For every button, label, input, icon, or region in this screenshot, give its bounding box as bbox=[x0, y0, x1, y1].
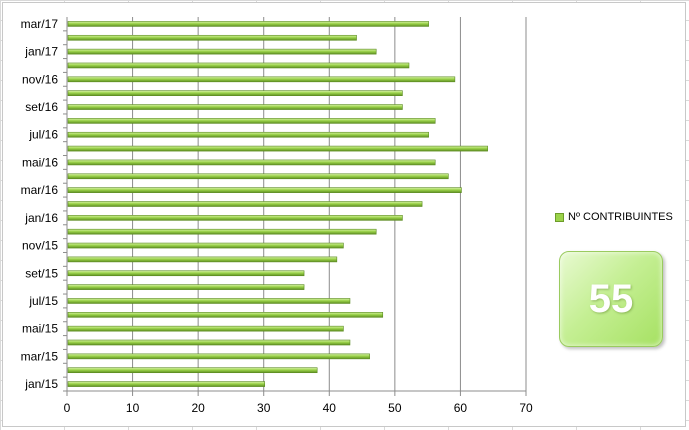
bar-chart-plot: 0 10 20 30 40 50 60 70 jan/15 mar/15 mai/15 jul/15 s… bbox=[21, 17, 533, 415]
bar-nov-15[interactable] bbox=[67, 242, 344, 249]
bar-jun-15[interactable] bbox=[67, 312, 384, 318]
y-tick-label: mar/15 bbox=[21, 349, 59, 363]
bar-out-16[interactable] bbox=[67, 90, 403, 96]
x-tick-label: 30 bbox=[257, 401, 271, 415]
y-tick-label: mai/16 bbox=[22, 155, 58, 169]
bar-fev-16[interactable] bbox=[67, 201, 423, 207]
x-tick-label: 0 bbox=[64, 401, 71, 415]
bar-fev-15[interactable] bbox=[67, 367, 318, 374]
bar-jan-15[interactable] bbox=[67, 381, 266, 387]
bar-mar-17[interactable] bbox=[67, 21, 429, 27]
bar-jan-16[interactable] bbox=[67, 215, 403, 221]
x-tick-label: 40 bbox=[323, 401, 337, 415]
x-tick-label: 20 bbox=[191, 401, 205, 415]
x-tick-label: 60 bbox=[454, 401, 468, 415]
bar-ago-16[interactable] bbox=[67, 118, 436, 124]
bar-dez-16[interactable] bbox=[67, 62, 410, 69]
bar-dez-15[interactable] bbox=[67, 228, 377, 235]
y-tick-label: mar/16 bbox=[21, 183, 59, 197]
legend-label: Nº CONTRIBUINTES bbox=[568, 211, 673, 223]
legend[interactable]: Nº CONTRIBUINTES bbox=[555, 211, 673, 223]
bar-mai-16[interactable] bbox=[67, 159, 436, 166]
kpi-box[interactable]: 55 bbox=[559, 251, 663, 347]
y-tick-label: nov/15 bbox=[22, 239, 58, 253]
y-tick-label: jan/17 bbox=[24, 45, 58, 59]
bar-mar-15[interactable] bbox=[67, 353, 370, 360]
legend-swatch bbox=[555, 212, 564, 222]
y-tick-label: mai/15 bbox=[22, 322, 58, 336]
x-tick-label: 10 bbox=[126, 401, 140, 415]
bar-set-15[interactable] bbox=[67, 270, 305, 277]
kpi-value: 55 bbox=[588, 276, 634, 321]
bar-jan-17[interactable] bbox=[67, 48, 377, 55]
y-tick-label: nov/16 bbox=[22, 72, 58, 86]
bar-jul-16[interactable] bbox=[67, 131, 429, 138]
x-tick-label: 50 bbox=[388, 401, 402, 415]
y-tick-label: mar/17 bbox=[21, 17, 59, 31]
bar-nov-16[interactable] bbox=[67, 76, 456, 83]
y-tick-label: set/15 bbox=[25, 266, 58, 280]
bar-out-15[interactable] bbox=[67, 256, 338, 263]
y-tick-label: jan/15 bbox=[24, 377, 58, 391]
y-tick-label: jul/15 bbox=[28, 294, 58, 308]
bar-abr-15[interactable] bbox=[67, 339, 351, 346]
bar-jul-15[interactable] bbox=[67, 298, 351, 304]
y-tick-label: jan/16 bbox=[24, 211, 58, 225]
bar-abr-16[interactable] bbox=[67, 173, 449, 180]
bar-set-16[interactable] bbox=[67, 104, 403, 110]
y-tick-label: set/16 bbox=[25, 100, 58, 114]
bar-jun-16[interactable] bbox=[67, 145, 488, 152]
x-tick-label: 70 bbox=[519, 401, 533, 415]
bar-mai-15[interactable] bbox=[67, 325, 344, 332]
bar-mar-16[interactable] bbox=[67, 187, 462, 193]
y-tick-label: jul/16 bbox=[28, 128, 58, 142]
bar-fev-17[interactable] bbox=[67, 34, 357, 41]
bar-ago-15[interactable] bbox=[67, 284, 305, 290]
